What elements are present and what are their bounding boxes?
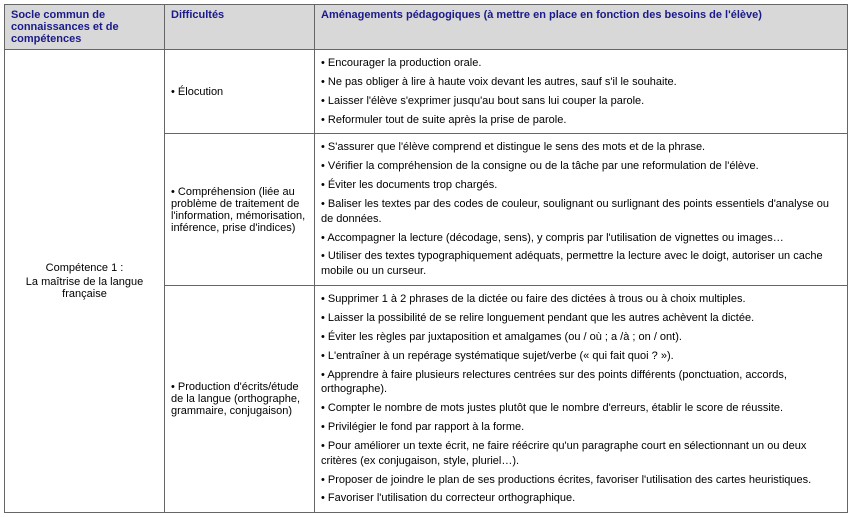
- list-item: Reformuler tout de suite après la prise …: [321, 111, 841, 130]
- difficulte-text: Compréhension (liée au problème de trait…: [171, 186, 305, 234]
- list-item: Ne pas obliger à lire à haute voix devan…: [321, 73, 841, 92]
- header-socle: Socle commun de connaissances et de comp…: [5, 5, 165, 50]
- table-row: Compétence 1 : La maîtrise de la langue …: [5, 50, 848, 134]
- list-item: S'assurer que l'élève comprend et distin…: [321, 138, 841, 157]
- difficulte-cell: Compréhension (liée au problème de trait…: [165, 134, 315, 286]
- list-item: Éviter les documents trop chargés.: [321, 176, 841, 195]
- list-item: Accompagner la lecture (décodage, sens),…: [321, 229, 841, 248]
- list-item: Baliser les textes par des codes de coul…: [321, 195, 841, 229]
- list-item: Laisser la possibilité de se relire long…: [321, 309, 841, 328]
- list-item: Apprendre à faire plusieurs relectures c…: [321, 366, 841, 400]
- competence-title: Compétence 1 :: [13, 262, 156, 274]
- difficulte-text: Production d'écrits/étude de la langue (…: [171, 381, 300, 417]
- amenagements-cell: Encourager la production orale. Ne pas o…: [315, 50, 848, 134]
- list-item: Compter le nombre de mots justes plutôt …: [321, 399, 841, 418]
- pedagogical-table: Socle commun de connaissances et de comp…: [4, 4, 848, 513]
- list-item: Utiliser des textes typographiquement ad…: [321, 247, 841, 281]
- difficulte-cell: Production d'écrits/étude de la langue (…: [165, 286, 315, 513]
- list-item: Laisser l'élève s'exprimer jusqu'au bout…: [321, 92, 841, 111]
- amenagements-cell: S'assurer que l'élève comprend et distin…: [315, 134, 848, 286]
- difficulte-text: Élocution: [171, 86, 223, 98]
- amenagements-list: S'assurer que l'élève comprend et distin…: [321, 138, 841, 281]
- list-item: Proposer de joindre le plan de ses produ…: [321, 471, 841, 490]
- list-item: Pour améliorer un texte écrit, ne faire …: [321, 437, 841, 471]
- competence-subtitle: La maîtrise de la langue française: [13, 276, 156, 300]
- list-item: L'entraîner à un repérage systématique s…: [321, 347, 841, 366]
- difficulte-cell: Élocution: [165, 50, 315, 134]
- competence-cell: Compétence 1 : La maîtrise de la langue …: [5, 50, 165, 513]
- header-amenagements: Aménagements pédagogiques (à mettre en p…: [315, 5, 848, 50]
- amenagements-list: Encourager la production orale. Ne pas o…: [321, 54, 841, 129]
- list-item: Favoriser l'utilisation du correcteur or…: [321, 489, 841, 508]
- header-difficultes: Difficultés: [165, 5, 315, 50]
- amenagements-cell: Supprimer 1 à 2 phrases de la dictée ou …: [315, 286, 848, 513]
- list-item: Vérifier la compréhension de la consigne…: [321, 157, 841, 176]
- list-item: Éviter les règles par juxtaposition et a…: [321, 328, 841, 347]
- amenagements-list: Supprimer 1 à 2 phrases de la dictée ou …: [321, 290, 841, 508]
- list-item: Encourager la production orale.: [321, 54, 841, 73]
- table-header-row: Socle commun de connaissances et de comp…: [5, 5, 848, 50]
- list-item: Supprimer 1 à 2 phrases de la dictée ou …: [321, 290, 841, 309]
- list-item: Privilégier le fond par rapport à la for…: [321, 418, 841, 437]
